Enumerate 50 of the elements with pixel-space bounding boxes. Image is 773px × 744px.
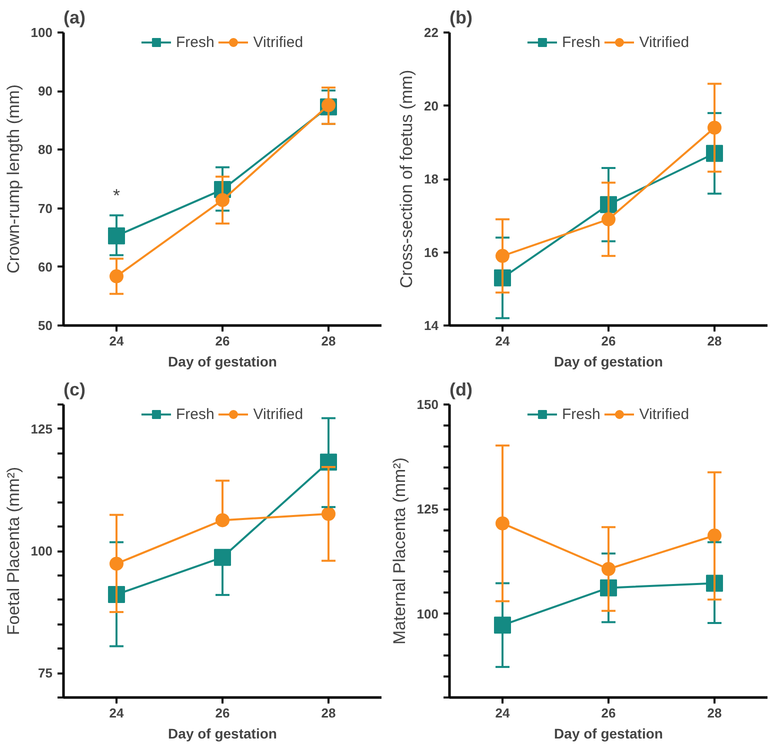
x-tick-label: 26 xyxy=(601,706,616,720)
y-axis-title: Crown-rump length (mm) xyxy=(4,84,23,274)
chart-title: (d) xyxy=(450,380,472,400)
chart-title: (a) xyxy=(64,8,86,28)
y-tick-label: 100 xyxy=(30,544,53,558)
legend-label: Fresh xyxy=(562,34,600,50)
chart-title: (c) xyxy=(64,380,86,400)
y-tick-label: 100 xyxy=(30,25,53,40)
x-tick-label: 26 xyxy=(601,334,616,348)
x-axis-title: Day of gestation xyxy=(168,726,277,742)
y-tick-label: 75 xyxy=(38,666,53,681)
chart-title: (b) xyxy=(450,8,472,28)
x-tick-label: 26 xyxy=(215,334,230,348)
x-tick-label: 24 xyxy=(495,334,510,348)
y-tick-label: 125 xyxy=(30,421,53,436)
y-tick-label: 125 xyxy=(416,502,439,517)
y-axis-title: Maternal Placenta (mm²) xyxy=(390,457,409,645)
legend-label: Vitrified xyxy=(253,34,304,50)
y-tick-label: 14 xyxy=(424,318,440,333)
x-tick-label: 28 xyxy=(321,706,336,720)
x-tick-label: 28 xyxy=(321,334,336,348)
x-tick-label: 24 xyxy=(109,706,124,720)
x-axis-title: Day of gestation xyxy=(168,354,277,370)
x-tick-label: 24 xyxy=(495,706,510,720)
legend-label: Fresh xyxy=(562,406,600,422)
x-axis-title: Day of gestation xyxy=(554,726,663,742)
legend-label: Vitrified xyxy=(639,34,690,50)
y-tick-label: 18 xyxy=(424,172,439,186)
legend-label: Vitrified xyxy=(253,406,304,422)
x-tick-label: 28 xyxy=(707,334,722,348)
y-tick-label: 100 xyxy=(416,606,439,622)
y-tick-label: 90 xyxy=(38,84,53,99)
y-tick-label: 60 xyxy=(38,259,53,274)
y-tick-label: 80 xyxy=(38,142,53,158)
legend-label: Vitrified xyxy=(639,406,690,422)
x-tick-label: 26 xyxy=(215,706,230,720)
y-axis-title: Cross-section of foetus (mm) xyxy=(397,70,416,288)
y-tick-label: 20 xyxy=(424,98,439,114)
y-tick-label: 50 xyxy=(38,318,53,333)
x-axis-title: Day of gestation xyxy=(554,354,663,370)
legend-label: Fresh xyxy=(176,34,214,50)
x-tick-label: 28 xyxy=(707,706,722,720)
y-tick-label: 22 xyxy=(424,25,439,40)
x-tick-label: 24 xyxy=(109,334,124,348)
annotation: * xyxy=(113,185,120,206)
y-axis-title: Foetal Placenta (mm²) xyxy=(4,466,23,636)
legend-label: Fresh xyxy=(176,406,214,422)
y-tick-label: 16 xyxy=(424,244,439,260)
y-tick-label: 70 xyxy=(38,200,53,216)
y-tick-label: 150 xyxy=(416,397,439,412)
